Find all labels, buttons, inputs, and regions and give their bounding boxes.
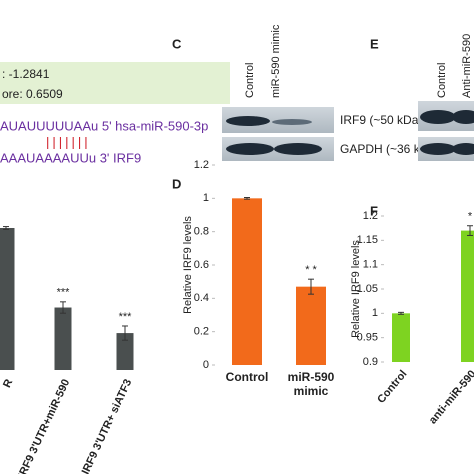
y-tick-label: 0.8	[194, 226, 209, 238]
y-tick-label: 1.2	[363, 210, 378, 222]
target-seq: AAAUAAAAUUu 3' IRF9	[0, 150, 141, 165]
significance: *	[468, 211, 473, 223]
y-tick-label: 0	[203, 359, 209, 371]
y-tick-label: 1.2	[194, 159, 209, 171]
y-tick-label: 1	[372, 307, 378, 319]
bar	[54, 307, 72, 370]
bar	[232, 198, 262, 365]
significance: * *	[305, 264, 317, 276]
y-tick-label: 1	[203, 192, 209, 204]
lane-label: Control	[436, 63, 448, 98]
y-tick-label: 0.9	[363, 356, 378, 368]
band-label: GAPDH (~36 kDa)	[340, 142, 439, 156]
y-tick-label: 0.4	[194, 292, 209, 304]
band	[274, 143, 322, 155]
panel-letter: D	[172, 176, 181, 191]
lane-label: Control	[244, 63, 256, 98]
x-tick-label: Control	[226, 370, 269, 384]
y-tick-label: 1.1	[363, 259, 378, 271]
y-tick-label: 0.95	[357, 332, 378, 344]
band	[226, 143, 274, 155]
x-tick-label: anti-miR-590	[427, 368, 474, 426]
band	[272, 119, 312, 125]
bar	[392, 313, 410, 362]
band	[420, 110, 456, 124]
bar	[296, 286, 326, 365]
score-line: ore: 0.6509	[2, 87, 63, 101]
y-tick-label: 0.6	[194, 259, 209, 271]
y-tick-label: 1.05	[357, 283, 378, 295]
bar	[0, 228, 15, 370]
bar	[116, 333, 134, 370]
lane-label: Anti-miR-590	[461, 34, 473, 98]
panel-letter: F	[370, 203, 378, 218]
score-box	[0, 62, 230, 104]
panel-letter: E	[370, 36, 379, 51]
score-line: : -1.2841	[2, 67, 50, 81]
x-tick-label: Control	[375, 368, 409, 406]
significance: ***	[119, 311, 133, 323]
band-label: IRF9 (~50 kDa)	[340, 113, 422, 127]
y-axis-label: Relative IRF9 levels	[350, 240, 362, 338]
significance: ***	[57, 287, 71, 299]
x-tick-label: IRF9 3'UTR+ siATF3	[80, 377, 135, 474]
x-tick-label: R	[1, 377, 15, 389]
y-tick-label: 1.15	[357, 234, 378, 246]
y-tick-label: 0.2	[194, 326, 209, 338]
y-axis-label: Relative IRF9 levels	[182, 216, 194, 314]
band	[452, 110, 474, 124]
panel-letter: C	[172, 36, 182, 51]
lane-label: miR-590 mimic	[270, 24, 282, 98]
mirna-seq: AUAUUUUUAAu 5' hsa-miR-590-3p	[0, 118, 208, 133]
x-tick-label: miR-590 mimic	[288, 370, 335, 398]
bar	[461, 230, 474, 362]
x-tick-label: IRF9 3'UTR+miR-590	[16, 377, 72, 474]
band	[226, 116, 270, 126]
pairs: |||||||	[46, 134, 91, 149]
band	[420, 143, 456, 155]
band	[452, 143, 474, 155]
